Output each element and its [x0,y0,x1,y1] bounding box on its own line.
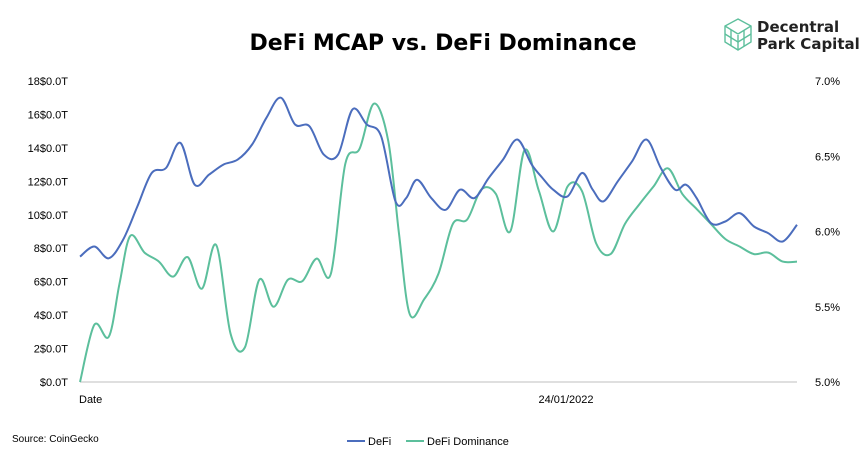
left-tick-label: 6$0.0T [34,277,69,289]
right-tick-label: 6.5% [815,151,840,163]
chart-title: DeFi MCAP vs. DeFi Dominance [249,31,636,56]
left-tick-label: 12$0.0T [28,176,69,188]
left-tick-label: 8$0.0T [34,243,69,255]
right-tick-label: 5.5% [815,302,840,314]
right-tick-label: 6.0% [815,227,840,239]
left-tick-label: 2$0.0T [34,344,69,356]
cube-logo-icon [724,18,752,51]
source-note: Source: CoinGecko [12,434,99,445]
right-axis-ticks: 5.0% 5.5% 6.0% 6.5% 7.0% [815,76,840,389]
x-tick-label-2022: 24/01/2022 [538,394,593,406]
left-tick-label: $0.0T [40,377,68,389]
left-tick-label: 18$0.0T [28,76,69,88]
left-tick-label: 14$0.0T [28,143,69,155]
legend-label-defi-dominance: DeFi Dominance [427,436,509,448]
legend: DeFi DeFi Dominance [347,436,509,448]
brand-logo: Decentral Park Capital [724,18,860,53]
brand-name-line2: Park Capital [757,35,860,53]
left-tick-label: 4$0.0T [34,310,69,322]
x-tick-label-date: Date [79,394,102,406]
series-layer [79,96,798,383]
right-tick-label: 5.0% [815,377,840,389]
legend-label-defi: DeFi [368,436,391,448]
left-axis-ticks: $0.0T 2$0.0T 4$0.0T 6$0.0T 8$0.0T 10$0.0T 12$0… [28,76,69,389]
right-tick-label: 7.0% [815,76,840,88]
series-line-defi [79,96,798,260]
left-tick-label: 10$0.0T [28,210,69,222]
left-tick-label: 16$0.0T [28,109,69,121]
series-line-defi-dominance [79,102,798,383]
brand-name-line1: Decentral [757,18,839,36]
